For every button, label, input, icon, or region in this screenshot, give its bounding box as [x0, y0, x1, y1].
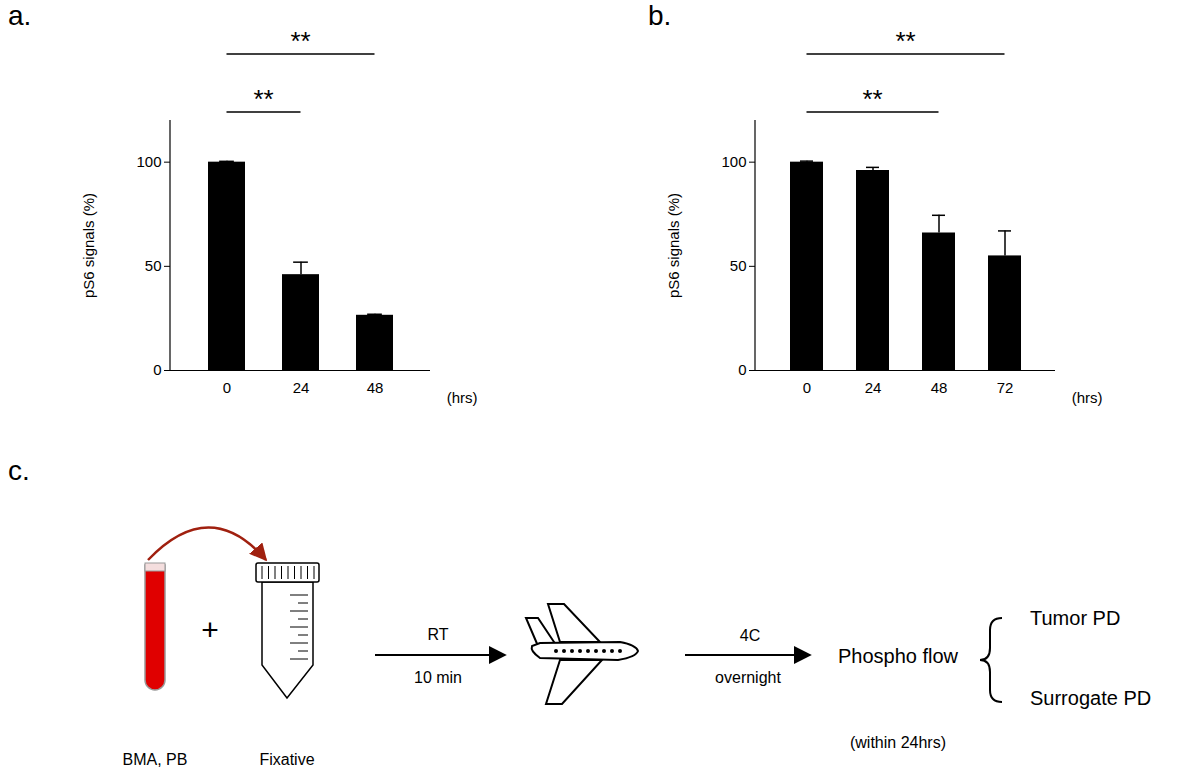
- svg-text:pS6 signals (%): pS6 signals (%): [665, 193, 682, 298]
- svg-text:(within 24hrs): (within 24hrs): [850, 734, 946, 751]
- svg-text:100: 100: [136, 153, 161, 170]
- svg-text:Surrogate PD: Surrogate PD: [1030, 687, 1151, 709]
- svg-text:**: **: [862, 84, 882, 114]
- svg-text:0: 0: [153, 361, 161, 378]
- svg-text:Fixative: Fixative: [259, 751, 314, 768]
- svg-text:BMA, PB: BMA, PB: [123, 751, 188, 768]
- svg-text:24: 24: [865, 379, 882, 396]
- svg-text:48: 48: [367, 379, 384, 396]
- svg-text:c.: c.: [8, 455, 30, 486]
- svg-text:overnight: overnight: [715, 669, 781, 686]
- svg-text:10 min: 10 min: [414, 669, 462, 686]
- html-text:a.: a.: [8, 0, 32, 31]
- svg-text:24: 24: [293, 379, 310, 396]
- svg-text:**: **: [290, 26, 310, 56]
- svg-text:**: **: [253, 84, 273, 114]
- svg-text:Phospho flow: Phospho flow: [838, 645, 959, 667]
- svg-text:0: 0: [803, 379, 811, 396]
- svg-text:50: 50: [145, 257, 162, 274]
- svg-text:100: 100: [721, 153, 746, 170]
- svg-text:0: 0: [738, 361, 746, 378]
- html-text:b.: b.: [648, 0, 672, 31]
- svg-text:4C: 4C: [740, 627, 760, 644]
- svg-text:+: +: [201, 613, 219, 646]
- svg-text:**: **: [895, 26, 915, 56]
- svg-text:72: 72: [997, 379, 1014, 396]
- svg-text:(hrs): (hrs): [447, 389, 478, 406]
- svg-text:0: 0: [223, 379, 231, 396]
- svg-text:48: 48: [931, 379, 948, 396]
- svg-text:(hrs): (hrs): [1072, 389, 1103, 406]
- svg-text:50: 50: [730, 257, 747, 274]
- svg-text:pS6 signals (%): pS6 signals (%): [80, 193, 97, 298]
- svg-text:RT: RT: [427, 626, 448, 643]
- svg-text:Tumor PD: Tumor PD: [1030, 607, 1120, 629]
